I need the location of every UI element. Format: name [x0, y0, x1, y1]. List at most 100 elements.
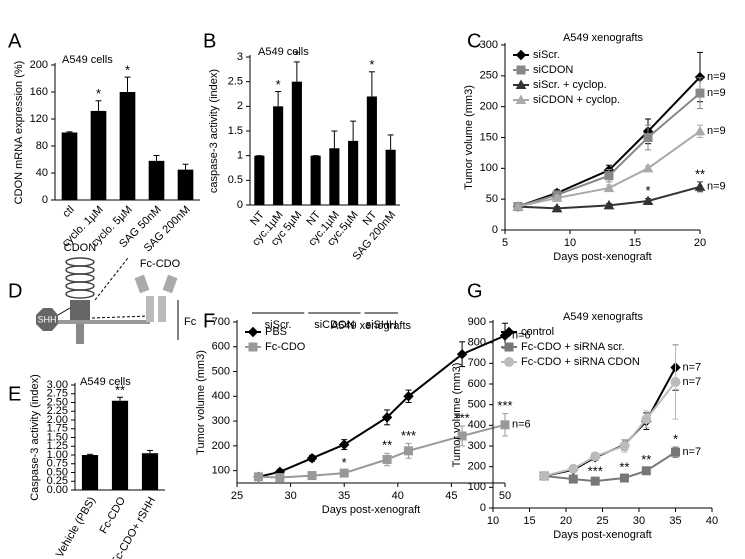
annotation: **	[695, 166, 705, 181]
y-axis-label: CDON mRNA expression (%)	[13, 61, 25, 205]
bar	[310, 155, 321, 205]
x-tick-label: 15	[629, 237, 641, 249]
y-tick-label: 100	[480, 162, 498, 174]
y-tick-label: 200	[480, 101, 498, 113]
y-axis-label: Tumor volume (mm3)	[195, 350, 207, 455]
ligand	[36, 308, 58, 331]
construct-stem	[158, 296, 166, 322]
legend-marker	[515, 49, 527, 61]
construct-stem	[146, 296, 154, 322]
series-line	[258, 423, 506, 479]
y-tick-label: 1	[237, 150, 243, 162]
y-tick-label: 250	[480, 70, 498, 82]
bar	[348, 140, 359, 205]
chart-title: A549 cells	[80, 376, 131, 388]
marker	[403, 391, 414, 402]
marker	[619, 441, 630, 451]
marker	[339, 468, 349, 478]
y-tick-label: 500	[468, 399, 486, 411]
group-label: siSHH	[366, 319, 397, 331]
y-tick-label: 2.00	[47, 414, 68, 426]
y-tick-label: 2.50	[47, 396, 68, 408]
series-line	[543, 451, 677, 483]
annotation: **	[382, 438, 392, 453]
y-tick-label: 1.50	[47, 431, 68, 443]
receptor-label: CDON	[64, 242, 96, 254]
panel: E A549 cells 0.000.250.500.751.001.251.501…	[8, 374, 165, 559]
y-tick-label: 3.00	[47, 379, 68, 391]
annotation: *	[645, 183, 650, 198]
x-tick-label: 25	[596, 515, 608, 527]
legend-label: siCDON	[533, 64, 573, 76]
y-tick-label: 1.00	[47, 449, 68, 461]
marker	[539, 470, 550, 481]
n-label: n=9	[707, 71, 726, 83]
marker	[642, 195, 654, 206]
y-tick-label: 700	[468, 357, 486, 369]
bar	[119, 92, 136, 200]
y-tick-label: 0	[42, 194, 48, 206]
y-tick-label: 200	[212, 440, 230, 452]
x-tick-label: 30	[633, 515, 645, 527]
marker	[641, 414, 652, 425]
x-tick-label: 10	[564, 237, 576, 249]
x-tick-label: Vehicle (PBS)	[54, 495, 98, 559]
significance: *	[96, 86, 101, 101]
x-tick-label: 20	[560, 515, 572, 527]
panel: B A549 cells 0 0.5 1 1.5 2 2.5 3 caspase-3 activi…	[203, 30, 400, 331]
panel: G A549 xenografts 0 100 200 300 400 500 600 700 80…	[451, 280, 718, 541]
annotation: *	[342, 455, 347, 470]
y-tick-label: 120	[30, 113, 48, 125]
y-axis-label: caspase-3 activity (index)	[208, 69, 220, 193]
y-tick-label: 300	[480, 39, 498, 51]
n-label: n=9	[707, 125, 726, 137]
bar	[81, 455, 99, 490]
marker	[694, 181, 706, 191]
y-tick-label: 600	[212, 341, 230, 353]
panel-letter: F	[203, 310, 215, 332]
marker	[404, 446, 414, 456]
ligand-label: SHH	[37, 314, 56, 324]
marker	[619, 473, 629, 483]
series-line	[543, 366, 677, 477]
n-label: n=6	[512, 419, 531, 431]
legend-marker	[515, 94, 527, 104]
marker	[642, 162, 654, 173]
y-tick-label: 1.5	[228, 125, 243, 137]
y-tick-label: 40	[36, 167, 48, 179]
n-label: n=7	[683, 361, 702, 373]
marker	[382, 454, 392, 464]
x-tick-label: 30	[284, 490, 296, 502]
y-tick-label: 0	[237, 199, 243, 211]
bar	[291, 81, 302, 205]
marker	[306, 453, 318, 464]
x-tick-label: 35	[669, 515, 681, 527]
marker	[307, 471, 317, 481]
panel-letter: D	[8, 280, 22, 302]
receptor-tail	[76, 324, 84, 344]
marker	[275, 473, 285, 483]
legend-label: control	[521, 326, 554, 338]
bar	[90, 110, 107, 200]
panel-letter: B	[203, 30, 216, 52]
x-tick-label: 35	[338, 490, 350, 502]
chart-title: A549 xenografts	[331, 320, 412, 332]
bar	[254, 155, 265, 205]
marker	[551, 202, 563, 213]
y-tick-label: 600	[468, 378, 486, 390]
marker	[671, 447, 680, 457]
x-axis-label: Days post-xenograft	[553, 251, 651, 263]
panel: F A549 xenografts100200300400500600700Tum…	[195, 310, 531, 516]
marker	[568, 463, 579, 474]
x-tick-label: 15	[523, 515, 535, 527]
y-tick-label: 0.5	[228, 174, 243, 186]
bar	[385, 149, 396, 205]
construct-label: Fc-CDO	[140, 258, 181, 270]
legend-label: PBS	[265, 326, 287, 338]
significance: *	[369, 57, 374, 72]
marker	[456, 348, 468, 360]
marker	[670, 376, 681, 387]
y-tick-label: 700	[212, 316, 230, 328]
y-tick-label: 1.75	[47, 423, 68, 435]
panel: C A549 xenografts 0 50 100 150 200 250 300 Tumor …	[463, 30, 726, 263]
